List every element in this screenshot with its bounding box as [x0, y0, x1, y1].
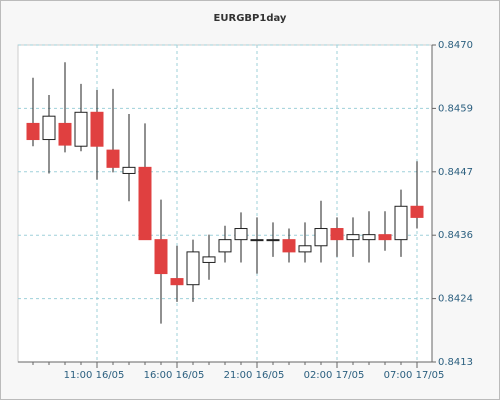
candle-body: [42, 115, 56, 141]
x-tick-label: 11:00 16/05: [64, 370, 125, 381]
y-tick-label: 0.8470: [438, 40, 473, 51]
candle-body: [122, 166, 136, 174]
candle-body: [378, 234, 392, 241]
y-tick-label: 0.8447: [438, 167, 473, 178]
candle-body: [26, 122, 40, 141]
candle-body: [346, 234, 360, 241]
candle-body: [394, 205, 408, 241]
x-tick-label: 02:00 17/05: [304, 370, 365, 381]
candle-body: [154, 239, 168, 275]
candle-body: [282, 239, 296, 253]
candle-body: [106, 149, 120, 168]
y-tick-label: 0.8459: [438, 103, 473, 114]
y-tick-label: 0.8424: [438, 294, 473, 305]
candle-body: [202, 256, 216, 263]
chart-title: EURGBP1day: [214, 13, 287, 24]
candle-body: [266, 239, 280, 242]
x-tick-label: 21:00 16/05: [224, 370, 285, 381]
candle-body: [250, 239, 264, 242]
x-tick-label: 07:00 17/05: [384, 370, 445, 381]
candle-body: [410, 205, 424, 218]
y-tick-label: 0.8413: [438, 357, 473, 368]
candle-body: [234, 228, 248, 241]
candle-body: [90, 111, 104, 147]
y-tick-label: 0.8436: [438, 230, 473, 241]
x-tick-label: 16:00 16/05: [144, 370, 205, 381]
candle-body: [362, 234, 376, 241]
candle-body: [186, 251, 200, 286]
candle-body: [218, 239, 232, 253]
candle-body: [330, 228, 344, 241]
candle-body: [314, 228, 328, 247]
candle-body: [138, 166, 152, 241]
plot-area: [17, 44, 433, 363]
candle-body: [58, 122, 72, 146]
candle-body: [170, 278, 184, 286]
candle-body: [74, 111, 88, 147]
candle-body: [298, 245, 312, 253]
